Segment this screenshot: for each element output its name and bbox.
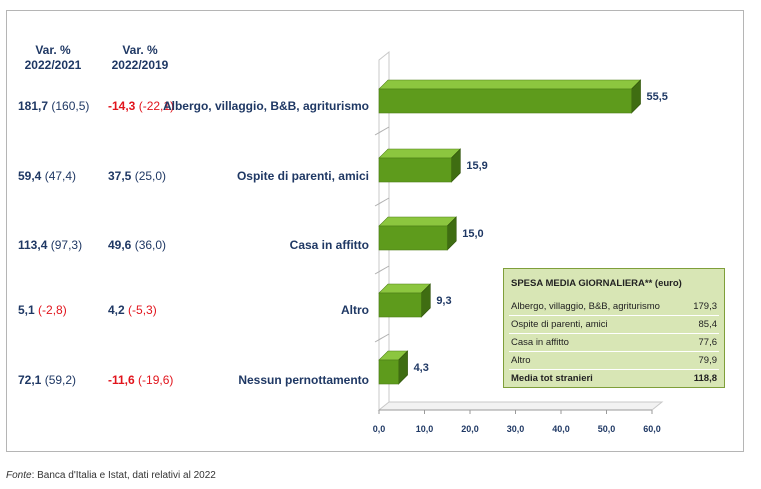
var-2022-2019-cell: -14,3 (-22,1) (108, 99, 174, 113)
x-tick-label: 50,0 (598, 424, 616, 434)
category-divider (374, 333, 390, 343)
var-value: 113,4 (18, 238, 48, 252)
var-prev-value: (25,0) (134, 169, 167, 183)
x-tick-label: 40,0 (552, 424, 570, 434)
daily-spend-label: Altro (511, 355, 531, 366)
bar-top (378, 148, 462, 159)
header-line: 2022/2019 (111, 58, 169, 72)
bar (378, 157, 452, 183)
var-2022-2021-cell: 5,1 (-2,8) (18, 303, 67, 317)
bar (378, 292, 422, 318)
var-2022-2021-cell: 72,1 (59,2) (18, 373, 76, 387)
x-tick-label: 0,0 (373, 424, 386, 434)
var-prev-value: (97,3) (50, 238, 83, 252)
bar (378, 225, 448, 251)
var-prev-value: (-22,1) (138, 99, 175, 113)
var-2022-2019-cell: 37,5 (25,0) (108, 169, 166, 183)
var-prev-value: (160,5) (51, 99, 90, 113)
header-line: 2022/2021 (24, 58, 82, 72)
var-prev-value: (-19,6) (138, 373, 174, 387)
var-value: 72,1 (18, 373, 42, 387)
daily-spend-label: Casa in affitto (511, 337, 569, 348)
daily-spend-value: 85,4 (698, 319, 718, 330)
bar (378, 88, 632, 114)
category-divider (374, 197, 390, 207)
category-label: Ospite di parenti, amici (236, 169, 369, 183)
bar-value-label: 55,5 (647, 91, 668, 103)
daily-spend-value: 118,8 (693, 373, 717, 384)
category-label: Casa in affitto (289, 238, 369, 252)
category-label: Altro (341, 303, 369, 317)
var-prev-value: (59,2) (44, 373, 77, 387)
daily-spend-row: Albergo, villaggio, B&B, agriturismo 179,… (509, 299, 719, 316)
var-value: 4,2 (108, 303, 125, 317)
var-value: 5,1 (18, 303, 35, 317)
header-var-2022-2021: Var. % 2022/2021 (11, 43, 95, 73)
bar-value-label: 15,9 (466, 160, 487, 172)
bar-top (378, 216, 457, 227)
daily-spend-row: Ospite di parenti, amici 85,4 (509, 317, 719, 334)
chart-floor (377, 401, 664, 411)
header-line: Var. % (122, 43, 158, 57)
source-label: Fonte (6, 470, 32, 481)
bar-value-label: 4,3 (414, 362, 429, 374)
var-value: 181,7 (18, 99, 49, 113)
var-value: 49,6 (108, 238, 132, 252)
var-2022-2019-cell: 49,6 (36,0) (108, 238, 166, 252)
daily-spend-table: SPESA MEDIA GIORNALIERA** (euro) Albergo… (503, 268, 725, 388)
bar (378, 359, 399, 385)
daily-spend-label: Media tot stranieri (511, 373, 593, 384)
var-2022-2021-cell: 113,4 (97,3) (18, 238, 82, 252)
var-prev-value: (47,4) (44, 169, 77, 183)
bar-top (378, 79, 642, 90)
var-value: -14,3 (108, 99, 136, 113)
category-divider (374, 265, 390, 275)
var-prev-value: (-5,3) (128, 303, 157, 317)
var-prev-value: (36,0) (134, 238, 167, 252)
var-2022-2019-cell: 4,2 (-5,3) (108, 303, 157, 317)
x-tick-label: 10,0 (416, 424, 434, 434)
x-tick-label: 30,0 (507, 424, 525, 434)
x-tick-label: 20,0 (461, 424, 479, 434)
figure-frame (6, 10, 744, 452)
var-2022-2021-cell: 181,7 (160,5) (18, 99, 89, 113)
category-label: Nessun pernottamento (238, 373, 369, 387)
daily-spend-value: 79,9 (698, 355, 718, 366)
daily-spend-label: Ospite di parenti, amici (511, 319, 608, 330)
x-tick-label: 60,0 (643, 424, 661, 434)
daily-spend-row: Media tot stranieri 118,8 (509, 371, 719, 388)
header-var-2022-2019: Var. % 2022/2019 (98, 43, 182, 73)
bar-value-label: 15,0 (462, 228, 483, 240)
daily-spend-row: Altro 79,9 (509, 353, 719, 370)
category-divider (374, 126, 390, 136)
daily-spend-title: SPESA MEDIA GIORNALIERA** (euro) (511, 278, 682, 289)
daily-spend-label: Albergo, villaggio, B&B, agriturismo (511, 301, 660, 312)
var-value: 37,5 (108, 169, 132, 183)
var-value: -11,6 (108, 373, 135, 387)
var-2022-2019-cell: -11,6 (-19,6) (108, 373, 173, 387)
var-value: 59,4 (18, 169, 42, 183)
daily-spend-row: Casa in affitto 77,6 (509, 335, 719, 352)
source-note: Fonte: Banca d'Italia e Istat, dati rela… (6, 470, 216, 481)
bar-value-label: 9,3 (436, 295, 451, 307)
daily-spend-value: 77,6 (698, 337, 718, 348)
source-text: : Banca d'Italia e Istat, dati relativi … (31, 470, 216, 481)
category-label: Albergo, villaggio, B&B, agriturismo (162, 99, 369, 113)
var-2022-2021-cell: 59,4 (47,4) (18, 169, 76, 183)
var-prev-value: (-2,8) (38, 303, 67, 317)
header-line: Var. % (35, 43, 71, 57)
daily-spend-value: 179,3 (693, 301, 717, 312)
